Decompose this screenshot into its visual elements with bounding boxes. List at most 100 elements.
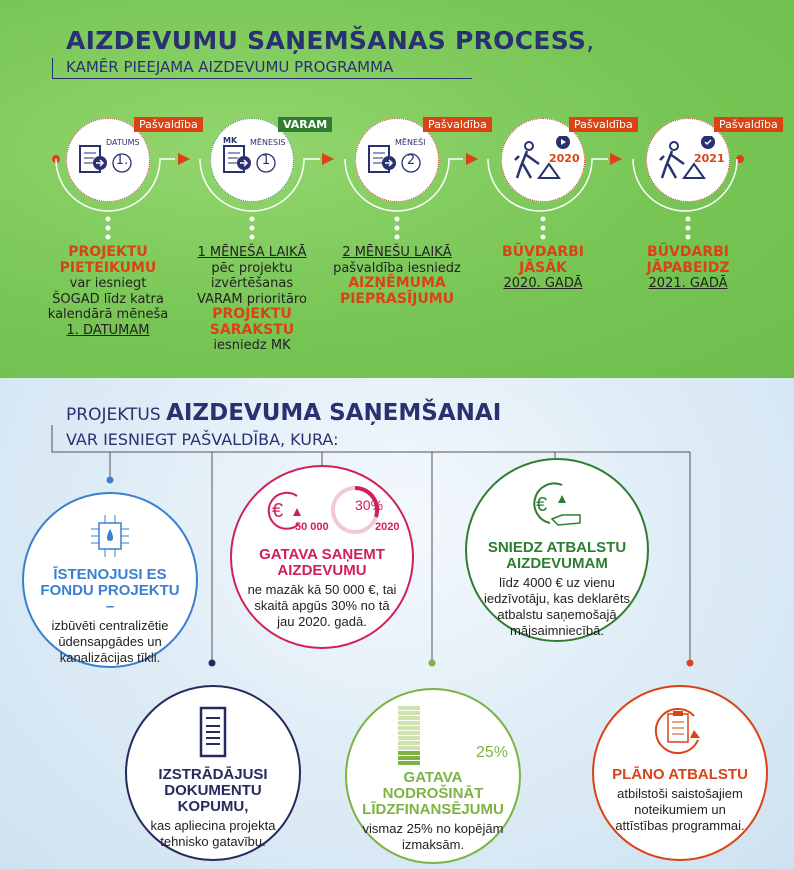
step-text-line: 1 MĒNEŠA LAIKĀ — [197, 245, 307, 260]
criterion-description: ne mazāk kā 50 000 €, tai skaitā apgūs 3… — [247, 582, 397, 629]
criterion-circle: PLĀNO ATBALSTU atbilstoši saistošajiem no… — [592, 685, 768, 861]
euro-cycle-icon: € — [267, 485, 380, 534]
icon-number: 1 — [261, 153, 271, 168]
step-text-line: PROJEKTU — [68, 244, 148, 260]
icon-number: 2 — [406, 153, 416, 168]
step-text-line: kalendārā mēneša — [47, 307, 169, 322]
icon-label: MĒNESIS — [250, 138, 286, 147]
actor-badge: Pašvaldība — [714, 117, 783, 132]
svg-text:€: € — [536, 494, 547, 516]
step-text-line: 2021. GADĀ — [648, 276, 728, 291]
step-icon: 2020 — [509, 135, 580, 184]
criterion-heading: GATAVA NODROŠINĀT LĪDZFINANSĒJUMU — [362, 769, 504, 818]
criterion-icon: €50 000 30% 2020 — [257, 481, 399, 543]
bar-level-icon — [398, 706, 420, 765]
page-subtitle: KAMĒR PIEEJAMA AIZDEVUMU PROGRAMMA — [66, 58, 394, 76]
document-arrow-icon — [223, 145, 276, 173]
actor-badge: Pašvaldība — [569, 117, 638, 132]
criterion-description: kas apliecina projekta tehnisko gatavību… — [150, 818, 276, 849]
actor-badge: VARAM — [278, 117, 333, 132]
criterion-description: līdz 4000 € uz vienu iedzīvotāju, kas de… — [484, 575, 630, 638]
step-text-line: izvērtēšanas — [210, 276, 294, 291]
step-text-line: pēc projektu — [211, 260, 293, 276]
construction-worker-check-icon — [659, 135, 715, 179]
step-text-line: SARAKSTU — [209, 321, 295, 338]
document-list-icon — [199, 706, 227, 758]
step-text-line: AIZŅĒMUMA — [348, 275, 446, 291]
step-icon: 1 MĒNESIS MK — [218, 136, 286, 184]
criterion-heading: PLĀNO ATBALSTU — [612, 766, 748, 783]
step-text-line: 1. DATUMAM — [66, 322, 150, 338]
step-text-line: JĀSĀK — [519, 259, 567, 276]
icon-label: DATUMS — [106, 138, 140, 147]
criterion-heading: ĪSTENOJUSI ES FONDU PROJEKTU – — [40, 566, 180, 615]
step-text-line: ŠOGAD līdz katra — [52, 291, 164, 307]
criterion-heading: IZSTRĀDĀJUSI DOKUMENTU KOPUMU, — [158, 766, 268, 815]
icon-value: 50 000 — [295, 521, 329, 533]
step-text-line: var iesniegt — [69, 276, 147, 291]
water-chip-icon — [91, 514, 129, 557]
actor-badge: Pašvaldība — [134, 117, 203, 132]
section-subtitle: VAR IESNIEGT PAŠVALDĪBA, KURA: — [66, 430, 339, 449]
divider — [52, 78, 472, 79]
step-description: 1 MĒNEŠA LAIKĀ pēc projektu izvērtēšanas VA… — [177, 245, 327, 354]
step-text-line: JĀPABEIDZ — [646, 259, 730, 276]
step-icon: 1. DATUMS — [74, 136, 142, 184]
step-description: 2 MĒNEŠU LAIKĀ pašvaldība iesniedz AIZŅĒMU… — [322, 245, 472, 307]
icon-year: 2021 — [694, 152, 725, 165]
step-text-line: PIETEIKUMU — [59, 259, 157, 276]
step-text-line: BŪVDARBI — [502, 244, 584, 260]
icon-year: 2020 — [549, 152, 580, 165]
step-text-line: BŪVDARBI — [647, 244, 729, 260]
criterion-description: izbūvēti centralizētie ūdensapgādes un k… — [51, 618, 169, 665]
title-comma: , — [586, 26, 595, 55]
icon-number: 1. — [115, 153, 129, 168]
step-description: BŪVDARBI JĀPABEIDZ 2021. GADĀ — [613, 244, 763, 292]
step-icon: 2 MĒNEŠI — [363, 136, 431, 184]
document-arrow-icon — [368, 145, 421, 173]
criterion-circle: €50 000 30% 2020 GATAVA SAŅEMT AIZDEVUMU ne … — [230, 465, 414, 649]
criterion-circle: 25% GATAVA NODROŠINĀT LĪDZFINANSĒJUMU vism… — [345, 688, 521, 864]
criterion-heading: GATAVA SAŅEMT AIZDEVUMU — [259, 546, 385, 579]
criterion-icon — [85, 508, 135, 563]
criterion-icon — [193, 701, 233, 763]
criterion-circle: IZSTRĀDĀJUSI DOKUMENTU KOPUMU, kas apliec… — [125, 685, 301, 861]
criterion-circle: ĪSTENOJUSI ES FONDU PROJEKTU – izbūvēti c… — [22, 492, 198, 668]
title-text: AIZDEVUMU SAŅEMŠANAS PROCESS — [66, 26, 587, 55]
criterion-heading: SNIEDZ ATBALSTU AIZDEVUMAM — [487, 539, 627, 572]
icon-percent: 30% — [355, 497, 384, 513]
icon-label: MĒNEŠI — [395, 138, 426, 147]
step-text-line: PIEPRASĪJUMU — [339, 290, 455, 307]
construction-worker-play-icon — [514, 135, 570, 179]
step-description: PROJEKTU PIETEIKUMU var iesniegt ŠOGAD līdz… — [33, 244, 183, 338]
step-icon: 2021 — [654, 135, 725, 184]
section-title-bold: AIZDEVUMA SAŅEMŠANAI — [166, 400, 502, 426]
page-title: AIZDEVUMU SAŅEMŠANAS PROCESS, — [66, 26, 595, 55]
criterion-icon: € — [522, 474, 592, 536]
clipboard-cycle-icon — [654, 708, 700, 754]
step-text-line: 2 MĒNEŠU LAIKĀ — [342, 245, 452, 260]
step-text-line: PROJEKTU — [212, 306, 292, 322]
document-arrow-icon — [79, 145, 132, 173]
criterion-icon: 25% — [388, 704, 508, 766]
icon-year: 2020 — [375, 521, 400, 533]
euro-hand-icon: € — [533, 482, 581, 526]
criterion-icon — [650, 701, 710, 763]
section-title-pre: PROJEKTUS — [66, 405, 167, 425]
criterion-circle: € SNIEDZ ATBALSTU AIZDEVUMAM līdz 4000 € u… — [465, 458, 649, 642]
criterion-description: vismaz 25% no kopējām izmaksām. — [362, 821, 504, 852]
step-text-line: 2020. GADĀ — [503, 276, 583, 291]
divider — [52, 58, 53, 78]
actor-badge: Pašvaldība — [423, 117, 492, 132]
criterion-description: atbilstoši saistošajiem noteikumiem un a… — [615, 786, 745, 833]
process-connector — [52, 153, 744, 240]
icon-value: 25% — [476, 744, 509, 761]
svg-text:€: € — [272, 500, 283, 522]
icon-top-label: MK — [223, 136, 238, 145]
step-text-line: iesniedz MK — [213, 338, 291, 353]
step-text-line: pašvaldība iesniedz — [333, 260, 461, 276]
step-description: BŪVDARBI JĀSĀK 2020. GADĀ — [468, 244, 618, 292]
section-title: PROJEKTUS AIZDEVUMA SAŅEMŠANAI — [66, 400, 501, 426]
step-text-line: VARAM prioritāro — [197, 291, 307, 307]
